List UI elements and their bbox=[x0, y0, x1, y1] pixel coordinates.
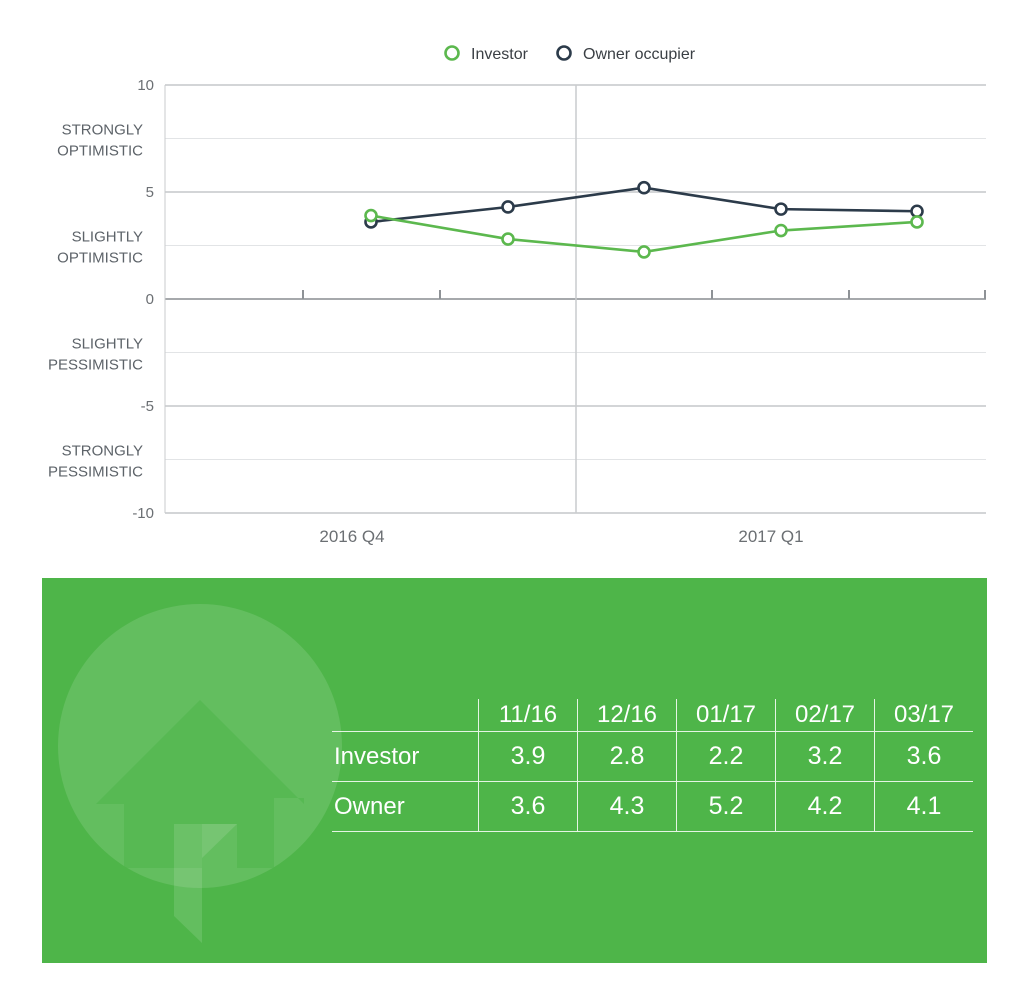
table-cell: 3.2 bbox=[775, 731, 875, 782]
table-row: Investor 3.9 2.8 2.2 3.2 3.6 bbox=[332, 731, 973, 782]
y-category-label: SLIGHTLY bbox=[72, 229, 143, 246]
data-table: 11/16 12/16 01/17 02/17 03/17 Investor 3… bbox=[332, 699, 973, 832]
y-tick-label: -5 bbox=[141, 398, 154, 415]
table-header-cell: 12/16 bbox=[577, 699, 677, 732]
y-category-label: STRONGLY bbox=[62, 122, 143, 139]
y-category-label: OPTIMISTIC bbox=[57, 250, 143, 267]
house-arrow-logo-icon bbox=[58, 604, 342, 943]
table-cell: 4.2 bbox=[775, 781, 875, 832]
data-point bbox=[364, 208, 378, 223]
data-table-panel: 11/16 12/16 01/17 02/17 03/17 Investor 3… bbox=[42, 578, 987, 963]
table-row-label: Owner bbox=[332, 781, 479, 832]
x-tick-label: 2016 Q4 bbox=[319, 527, 384, 546]
table-cell: 2.8 bbox=[577, 731, 677, 782]
table-header-row: 11/16 12/16 01/17 02/17 03/17 bbox=[332, 699, 973, 732]
y-tick-label: 5 bbox=[146, 184, 154, 201]
y-tick-label: 10 bbox=[137, 77, 154, 94]
legend-label: Investor bbox=[471, 46, 529, 63]
y-tick-label: -10 bbox=[132, 505, 154, 522]
table-header-cell: 03/17 bbox=[874, 699, 973, 732]
legend-marker bbox=[444, 45, 460, 61]
y-tick-label: 0 bbox=[146, 291, 154, 308]
data-point bbox=[637, 180, 651, 195]
table-header-cell: 01/17 bbox=[676, 699, 776, 732]
x-tick-label: 2017 Q1 bbox=[738, 527, 803, 546]
y-category-label: STRONGLY bbox=[62, 443, 143, 460]
data-point bbox=[774, 202, 788, 216]
data-point bbox=[501, 232, 515, 246]
table-cell: 3.6 bbox=[874, 731, 973, 782]
legend-marker bbox=[556, 45, 572, 61]
table-cell: 3.6 bbox=[478, 781, 578, 832]
line-chart: 10 5 0 -5 -10 STRONGLY OPTIMISTIC SLIGHTLY OPTIM… bbox=[48, 45, 986, 546]
table-corner-cell bbox=[332, 699, 479, 732]
legend-label: Owner occupier bbox=[583, 46, 696, 63]
y-category-label: OPTIMISTIC bbox=[57, 143, 143, 160]
y-category-label: SLIGHTLY bbox=[72, 336, 143, 353]
y-category-label: PESSIMISTIC bbox=[48, 357, 143, 374]
data-point bbox=[910, 204, 924, 219]
table-cell: 5.2 bbox=[676, 781, 776, 832]
table-cell: 4.3 bbox=[577, 781, 677, 832]
y-category-label: PESSIMISTIC bbox=[48, 464, 143, 481]
data-point bbox=[637, 245, 651, 259]
data-point bbox=[774, 223, 788, 238]
data-point bbox=[910, 215, 924, 229]
table-cell: 2.2 bbox=[676, 731, 776, 782]
table-header-cell: 02/17 bbox=[775, 699, 875, 732]
table-header-cell: 11/16 bbox=[478, 699, 578, 732]
table-row-label: Investor bbox=[332, 731, 479, 782]
data-point bbox=[501, 200, 515, 214]
table-cell: 4.1 bbox=[874, 781, 973, 832]
table-cell: 3.9 bbox=[478, 731, 578, 782]
table-row: Owner 3.6 4.3 5.2 4.2 4.1 bbox=[332, 781, 973, 832]
